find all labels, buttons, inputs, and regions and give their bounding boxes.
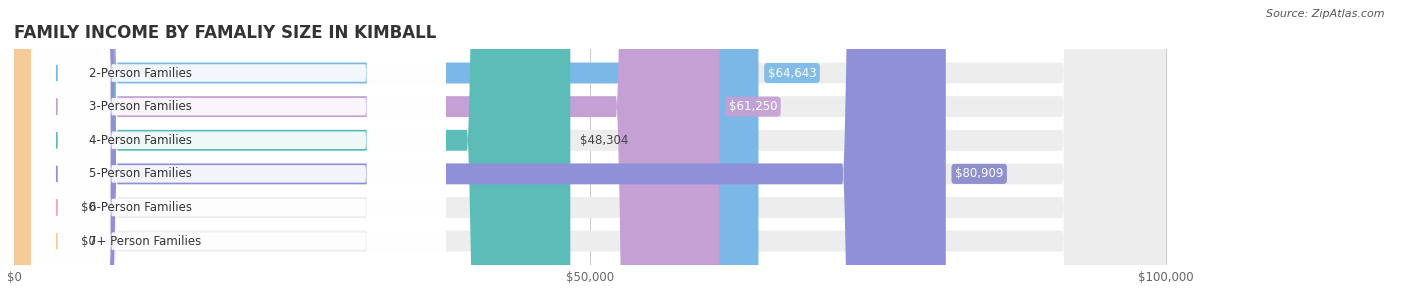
FancyBboxPatch shape <box>31 0 446 305</box>
FancyBboxPatch shape <box>14 0 1166 305</box>
FancyBboxPatch shape <box>31 0 446 305</box>
FancyBboxPatch shape <box>14 0 1166 305</box>
Text: $61,250: $61,250 <box>728 100 778 113</box>
FancyBboxPatch shape <box>14 0 720 305</box>
Text: $0: $0 <box>82 201 96 214</box>
FancyBboxPatch shape <box>31 0 446 305</box>
Text: 6-Person Families: 6-Person Families <box>89 201 191 214</box>
FancyBboxPatch shape <box>14 0 1166 305</box>
FancyBboxPatch shape <box>14 0 946 305</box>
FancyBboxPatch shape <box>14 0 571 305</box>
Text: 4-Person Families: 4-Person Families <box>89 134 191 147</box>
Text: Source: ZipAtlas.com: Source: ZipAtlas.com <box>1267 9 1385 19</box>
FancyBboxPatch shape <box>31 0 446 305</box>
FancyBboxPatch shape <box>14 0 758 305</box>
Text: 5-Person Families: 5-Person Families <box>89 167 191 180</box>
FancyBboxPatch shape <box>14 0 1166 305</box>
FancyBboxPatch shape <box>14 0 1166 305</box>
FancyBboxPatch shape <box>31 0 446 305</box>
FancyBboxPatch shape <box>31 0 446 305</box>
Text: $80,909: $80,909 <box>955 167 1004 180</box>
Text: 2-Person Families: 2-Person Families <box>89 66 191 80</box>
Text: $64,643: $64,643 <box>768 66 817 80</box>
FancyBboxPatch shape <box>14 0 72 305</box>
Text: $0: $0 <box>82 235 96 248</box>
Text: 3-Person Families: 3-Person Families <box>89 100 191 113</box>
Text: FAMILY INCOME BY FAMALIY SIZE IN KIMBALL: FAMILY INCOME BY FAMALIY SIZE IN KIMBALL <box>14 24 436 42</box>
FancyBboxPatch shape <box>14 0 1166 305</box>
FancyBboxPatch shape <box>14 0 72 305</box>
Text: $48,304: $48,304 <box>579 134 628 147</box>
Text: 7+ Person Families: 7+ Person Families <box>89 235 201 248</box>
